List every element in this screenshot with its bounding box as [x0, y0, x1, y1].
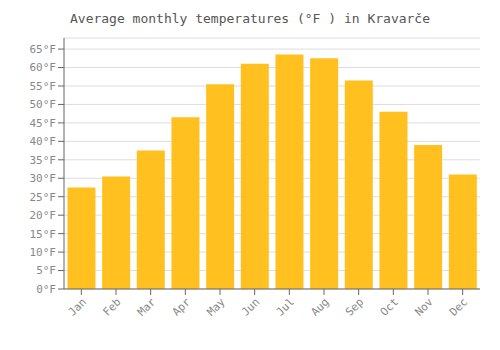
svg-text:20°F: 20°F — [30, 209, 57, 222]
svg-text:May: May — [204, 295, 228, 319]
svg-text:45°F: 45°F — [30, 117, 57, 130]
svg-text:25°F: 25°F — [30, 191, 57, 204]
svg-text:Nov: Nov — [412, 295, 436, 319]
svg-text:30°F: 30°F — [30, 172, 57, 185]
svg-text:10°F: 10°F — [30, 246, 57, 259]
svg-text:65°F: 65°F — [30, 43, 57, 56]
svg-text:Feb: Feb — [100, 295, 123, 318]
svg-text:40°F: 40°F — [30, 135, 57, 148]
svg-text:Aug: Aug — [308, 295, 331, 318]
svg-text:15°F: 15°F — [30, 228, 57, 241]
svg-text:55°F: 55°F — [30, 80, 57, 93]
svg-text:50°F: 50°F — [30, 98, 57, 111]
svg-text:35°F: 35°F — [30, 154, 57, 167]
svg-text:Oct: Oct — [378, 295, 401, 318]
svg-text:Sep: Sep — [343, 295, 366, 318]
svg-text:Dec: Dec — [447, 295, 470, 318]
svg-text:Jul: Jul — [274, 295, 297, 318]
svg-text:Apr: Apr — [170, 295, 194, 319]
svg-text:60°F: 60°F — [30, 61, 57, 74]
html-text:Average monthly temperatures (: Average monthly temperatures (°F ) in Kr… — [70, 11, 430, 26]
svg-text:Mar: Mar — [135, 295, 159, 319]
svg-text:Jun: Jun — [239, 295, 262, 318]
svg-text:5°F: 5°F — [36, 264, 56, 277]
svg-text:Jan: Jan — [66, 295, 89, 318]
svg-text:0°F: 0°F — [36, 283, 56, 296]
